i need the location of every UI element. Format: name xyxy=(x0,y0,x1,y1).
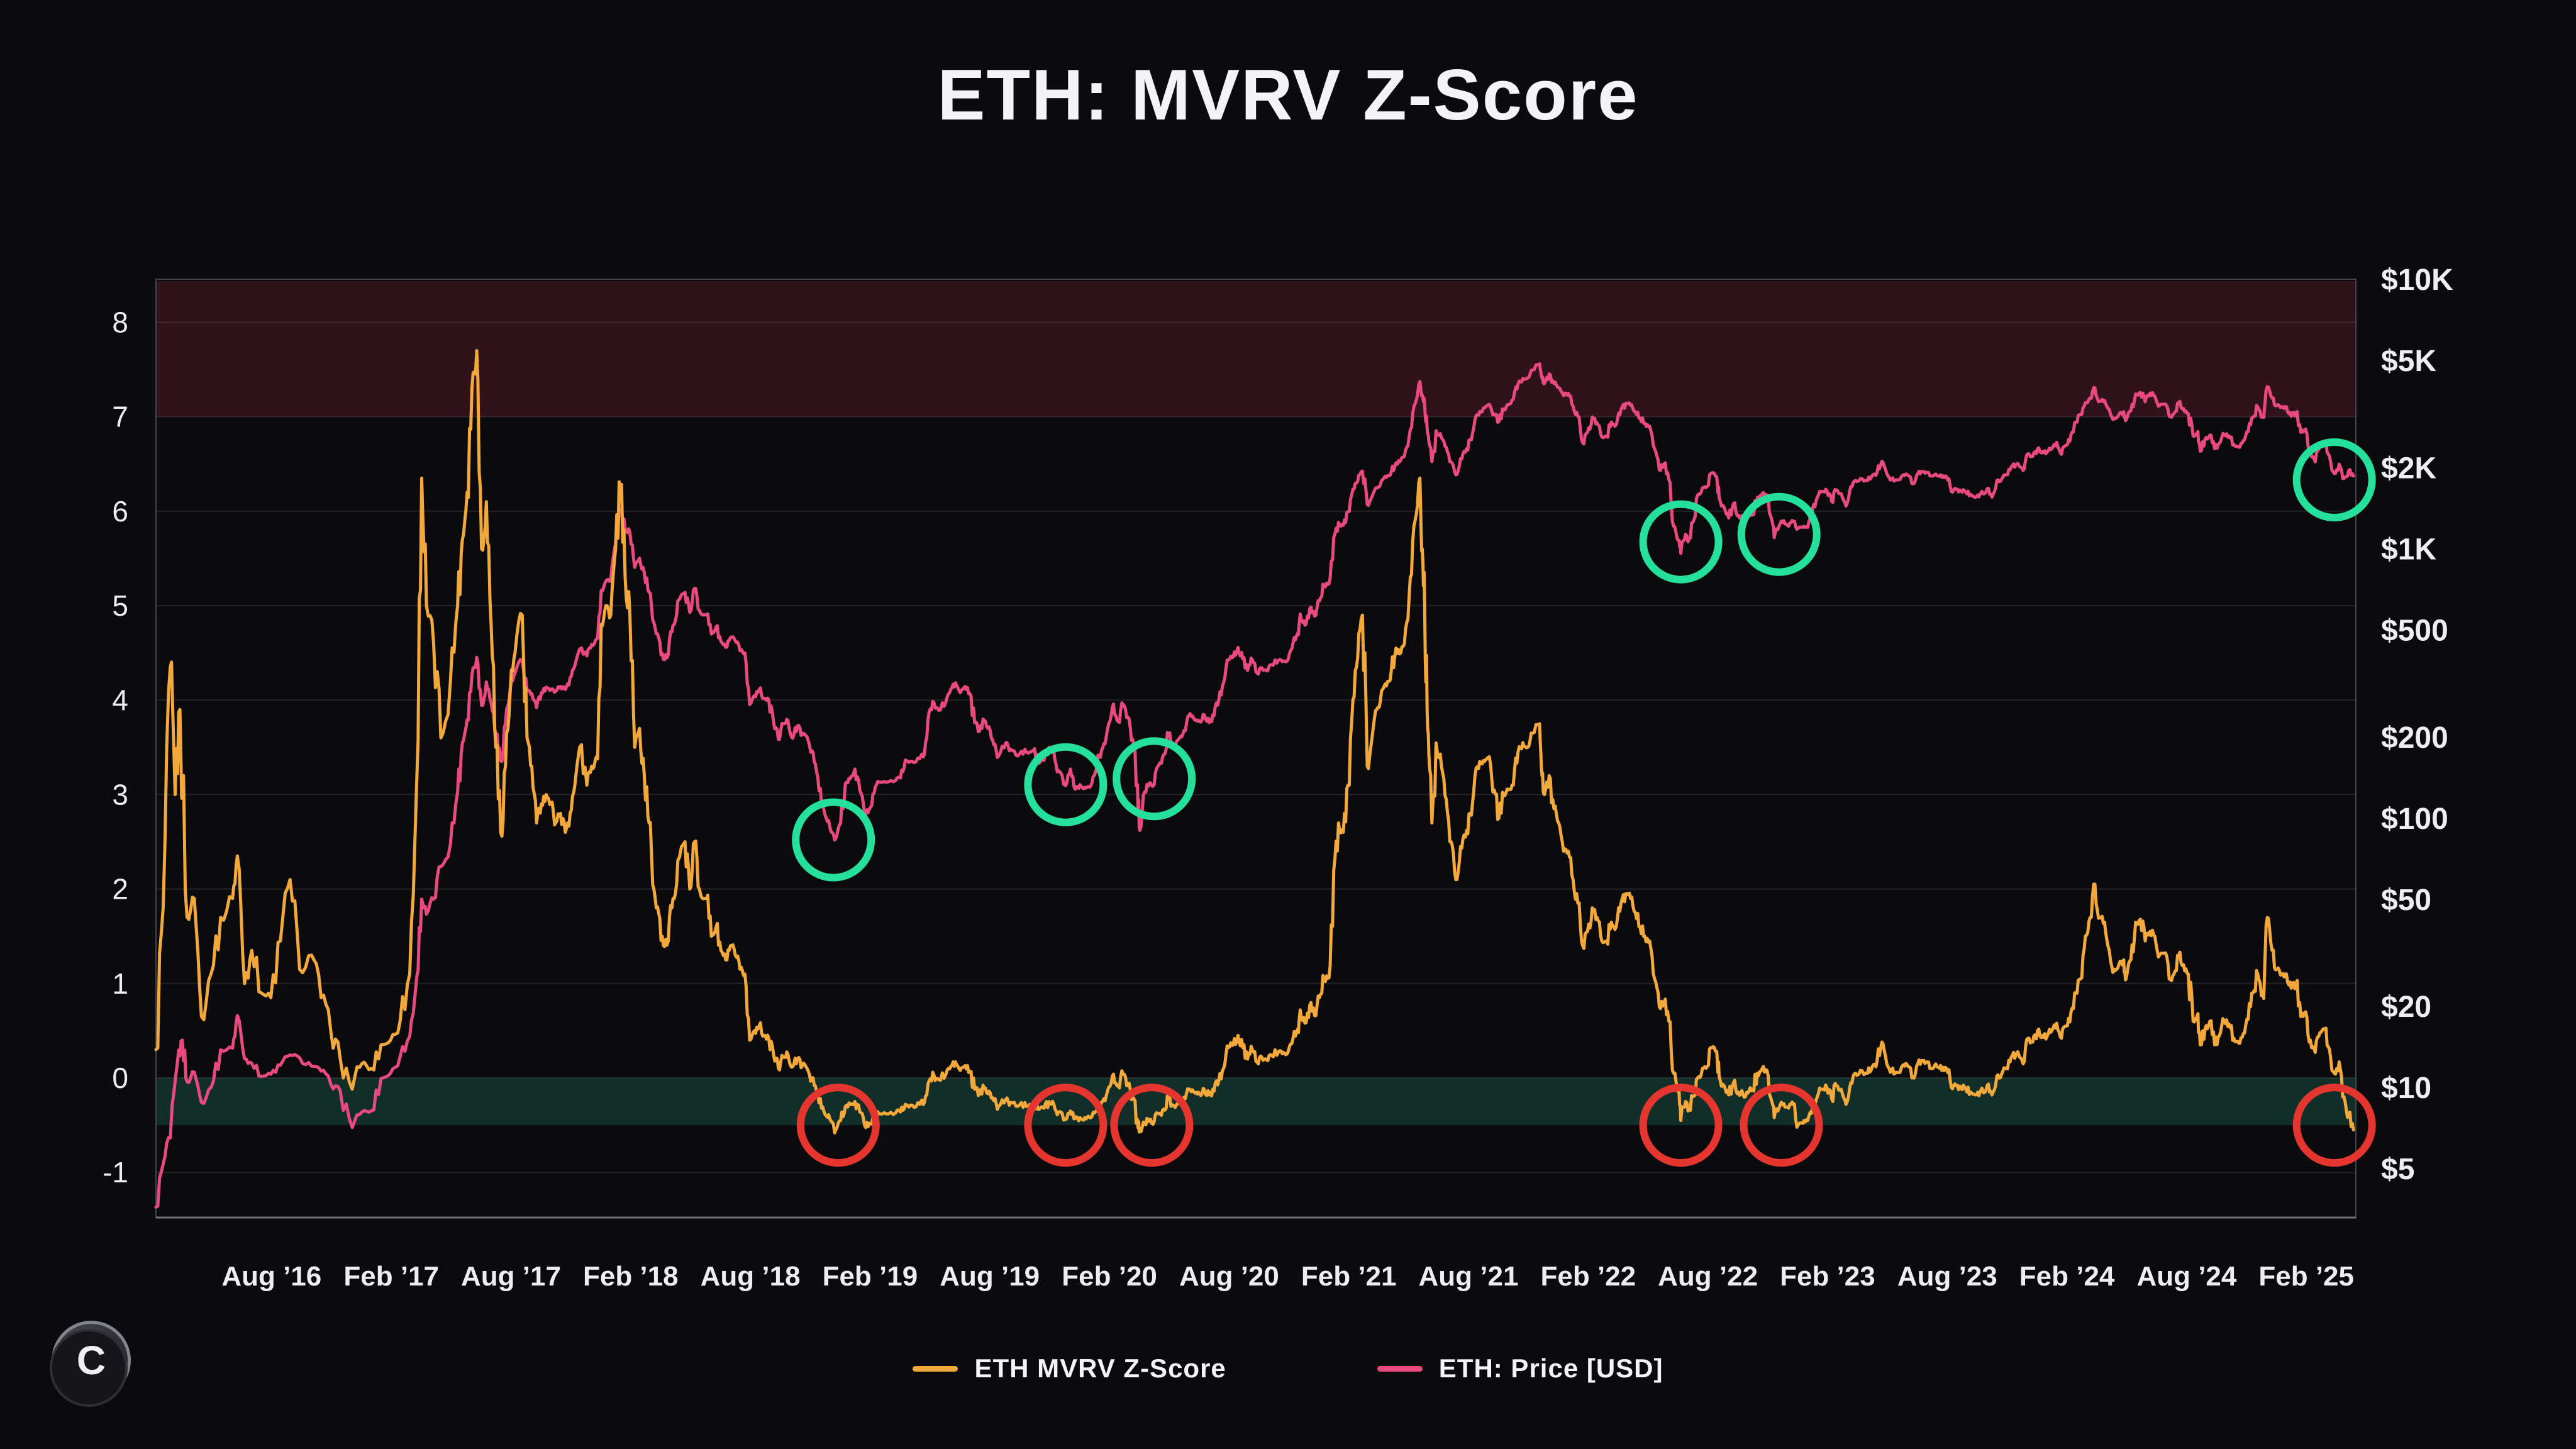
red-circle-annotation xyxy=(1740,1084,1823,1167)
y-left-tick-label: 8 xyxy=(112,306,128,338)
y-right-tick-label: $500 xyxy=(2381,614,2448,647)
y-left-tick-label: 4 xyxy=(112,684,128,716)
x-tick-label: Aug ’18 xyxy=(701,1261,801,1292)
legend-label-price: ETH: Price [USD] xyxy=(1438,1353,1663,1383)
y-right-tick-label: $20 xyxy=(2381,991,2431,1024)
y-left-tick-label: 1 xyxy=(112,967,128,1000)
x-tick-label: Feb ’18 xyxy=(583,1261,679,1292)
chart-title: ETH: MVRV Z-Score xyxy=(937,55,1639,135)
x-tick-label: Aug ’22 xyxy=(1658,1261,1758,1292)
legend-label-zscore: ETH MVRV Z-Score xyxy=(974,1353,1226,1383)
y-left-tick-label: 6 xyxy=(112,495,128,528)
y-left-tick-label: 7 xyxy=(112,401,128,433)
green-circle-annotation xyxy=(792,798,875,882)
x-tick-label: Aug ’19 xyxy=(940,1261,1040,1292)
y-right-tick-label: $10 xyxy=(2381,1072,2431,1105)
red-circle-annotation xyxy=(1110,1084,1194,1167)
price-line-swatch xyxy=(1377,1365,1423,1372)
x-tick-label: Feb ’21 xyxy=(1301,1261,1397,1292)
green-circle-annotation xyxy=(1639,500,1723,584)
y-right-tick-label: $1K xyxy=(2381,533,2436,566)
red-circle-annotation xyxy=(796,1084,880,1167)
y-left-tick-label: -1 xyxy=(103,1156,128,1189)
price-line xyxy=(154,362,2355,1209)
x-tick-label: Aug ’17 xyxy=(461,1261,561,1292)
x-tick-label: Feb ’19 xyxy=(823,1261,918,1292)
plot-border xyxy=(155,279,2357,1218)
y-left-tick-label: 2 xyxy=(112,873,128,906)
y-right-tick-label: $5K xyxy=(2381,345,2436,378)
x-tick-label: Aug ’24 xyxy=(2136,1261,2236,1292)
y-right-tick-label: $100 xyxy=(2381,802,2448,836)
x-tick-label: Aug ’21 xyxy=(1419,1261,1519,1292)
legend-item-zscore[interactable]: ETH MVRV Z-Score xyxy=(913,1353,1226,1384)
y-right-tick-label: $200 xyxy=(2381,721,2448,755)
y-right-tick-label: $50 xyxy=(2381,884,2431,917)
zscore-line-swatch xyxy=(913,1365,958,1372)
x-tick-label: Aug ’20 xyxy=(1179,1261,1279,1292)
band-overvalued xyxy=(156,281,2356,417)
z-score-line xyxy=(154,349,2355,1135)
x-tick-label: Feb ’24 xyxy=(2019,1261,2115,1292)
red-circle-annotation xyxy=(1024,1084,1108,1167)
green-circle-annotation xyxy=(2292,438,2376,521)
y-right-tick-label: $5 xyxy=(2381,1153,2414,1186)
brand-logo-letter: C xyxy=(76,1338,106,1383)
legend-item-price[interactable]: ETH: Price [USD] xyxy=(1377,1353,1663,1384)
red-circle-annotation xyxy=(2292,1084,2376,1167)
green-circle-annotation xyxy=(1113,737,1196,821)
x-tick-label: Feb ’23 xyxy=(1780,1261,1875,1292)
red-circle-annotation xyxy=(1639,1084,1723,1167)
x-tick-label: Feb ’25 xyxy=(2258,1261,2354,1292)
x-tick-label: Feb ’17 xyxy=(343,1261,439,1292)
x-tick-label: Aug ’23 xyxy=(1897,1261,1997,1292)
x-tick-label: Feb ’22 xyxy=(1540,1261,1636,1292)
y-left-tick-label: 5 xyxy=(112,589,128,622)
y-left-tick-label: 3 xyxy=(112,778,128,811)
y-left-tick-label: 0 xyxy=(112,1062,128,1094)
green-circle-annotation xyxy=(1024,743,1108,826)
x-tick-label: Feb ’20 xyxy=(1062,1261,1157,1292)
green-circle-annotation xyxy=(1737,492,1821,576)
brand-logo: C xyxy=(50,1321,131,1407)
band-undervalued xyxy=(156,1078,2356,1126)
y-right-tick-label: $2K xyxy=(2381,452,2436,485)
legend: ETH MVRV Z-Score ETH: Price [USD] xyxy=(0,1353,2576,1384)
y-right-tick-label: $10K xyxy=(2381,264,2453,297)
x-tick-label: Aug ’16 xyxy=(221,1261,321,1292)
